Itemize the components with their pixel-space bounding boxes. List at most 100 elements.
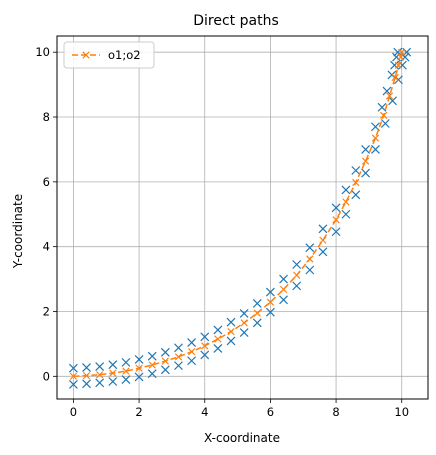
data-point xyxy=(200,350,210,360)
data-point xyxy=(279,295,288,305)
y-tick-label: 0 xyxy=(43,369,50,383)
data-point xyxy=(318,224,328,234)
data-point xyxy=(292,260,302,269)
data-point xyxy=(108,360,118,370)
data-point xyxy=(187,356,197,366)
data-point xyxy=(390,60,399,70)
data-point xyxy=(293,271,301,279)
data-point xyxy=(96,371,104,379)
y-tick-label: 4 xyxy=(43,240,50,254)
data-point xyxy=(351,190,361,200)
data-point xyxy=(213,325,223,335)
data-point xyxy=(135,364,143,372)
data-point xyxy=(341,209,351,219)
x-tick-label: 2 xyxy=(135,405,142,419)
data-point xyxy=(69,372,78,380)
legend-item: o1;o2 xyxy=(72,48,141,62)
data-point xyxy=(319,236,327,244)
data-point xyxy=(331,203,341,213)
y-tick-label: 6 xyxy=(43,175,50,189)
data-point xyxy=(95,378,105,388)
data-point xyxy=(68,363,78,373)
data-point xyxy=(371,122,380,132)
data-point xyxy=(361,145,371,154)
chart-title: Direct paths xyxy=(193,13,279,29)
data-point xyxy=(174,343,183,353)
data-point xyxy=(279,285,288,294)
data-point xyxy=(239,328,249,337)
data-point xyxy=(253,309,261,317)
legend-label: o1;o2 xyxy=(108,48,141,62)
data-point xyxy=(174,353,183,361)
data-point xyxy=(341,185,351,195)
data-point xyxy=(239,309,249,318)
data-point xyxy=(121,357,131,367)
data-point xyxy=(161,357,169,365)
data-point xyxy=(380,111,388,120)
data-point xyxy=(160,347,170,357)
data-point xyxy=(187,348,196,356)
data-point xyxy=(213,344,223,353)
series-layer xyxy=(68,47,412,389)
x-tick-label: 8 xyxy=(332,405,339,419)
data-point xyxy=(226,336,236,346)
data-point xyxy=(380,119,390,128)
plot-frame xyxy=(56,35,429,400)
data-point xyxy=(134,355,144,364)
series-0 xyxy=(68,47,403,373)
x-tick-label: 4 xyxy=(201,405,208,419)
data-point xyxy=(214,335,222,343)
legend: o1;o2 xyxy=(63,41,155,69)
data-point xyxy=(82,363,91,372)
data-point xyxy=(187,338,197,348)
legend-marker xyxy=(82,51,90,59)
data-point xyxy=(227,327,235,336)
y-tick-label: 10 xyxy=(35,45,50,59)
data-point xyxy=(147,369,157,379)
x-axis-label: X-coordinate xyxy=(204,431,280,445)
data-point xyxy=(305,265,315,275)
x-tick-label: 10 xyxy=(394,405,409,419)
data-point xyxy=(122,367,130,375)
data-point xyxy=(68,379,78,389)
data-point xyxy=(305,243,315,253)
ticks: 0 2 4 6 8 10 0 2 4 6 8 10 xyxy=(35,45,409,419)
data-point xyxy=(95,362,105,372)
data-point xyxy=(361,168,371,178)
y-tick-label: 2 xyxy=(43,304,50,318)
data-point xyxy=(226,317,236,327)
data-point xyxy=(385,92,394,100)
data-point xyxy=(252,318,262,328)
data-point xyxy=(174,361,183,371)
x-tick-label: 6 xyxy=(267,405,274,419)
data-point xyxy=(391,73,399,82)
data-point xyxy=(382,86,392,96)
data-point xyxy=(394,61,403,69)
data-point xyxy=(147,351,157,361)
legend-box xyxy=(63,41,155,69)
data-point xyxy=(371,145,380,154)
data-point xyxy=(82,379,91,389)
y-axis-label: Y-coordinate xyxy=(11,194,25,269)
data-point xyxy=(351,166,361,175)
data-point xyxy=(148,361,156,369)
y-tick-label: 8 xyxy=(43,110,50,124)
data-point xyxy=(342,198,350,206)
data-point xyxy=(240,319,248,327)
data-point xyxy=(318,247,328,257)
data-point xyxy=(160,365,170,375)
data-point xyxy=(371,134,380,142)
x-tick-label: 0 xyxy=(70,405,77,419)
data-point xyxy=(279,274,288,284)
data-point xyxy=(265,287,275,297)
grid xyxy=(57,36,428,399)
data-point xyxy=(292,281,302,291)
data-point xyxy=(361,157,370,165)
data-point xyxy=(82,372,91,380)
data-point xyxy=(266,298,275,306)
data-point xyxy=(134,372,144,382)
data-point xyxy=(109,369,117,377)
series-1 xyxy=(68,47,412,389)
data-point xyxy=(121,375,131,384)
